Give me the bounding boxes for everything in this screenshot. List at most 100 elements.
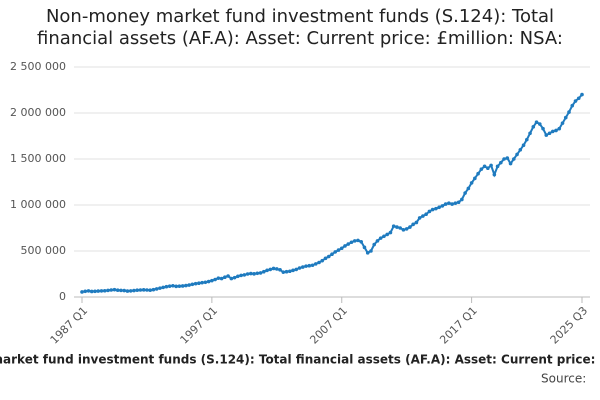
point — [456, 200, 461, 205]
point — [346, 242, 351, 246]
point — [330, 252, 334, 257]
point — [200, 280, 204, 285]
point — [297, 266, 302, 270]
point — [576, 96, 581, 101]
point — [557, 126, 562, 131]
point — [164, 284, 169, 289]
point — [83, 289, 88, 294]
point — [398, 226, 402, 230]
point — [518, 148, 523, 152]
point — [414, 220, 419, 225]
point — [252, 272, 256, 276]
point — [515, 152, 519, 157]
point — [417, 216, 422, 220]
point — [300, 265, 305, 269]
point — [463, 191, 467, 195]
point — [307, 263, 312, 268]
point — [281, 270, 286, 274]
point — [122, 288, 127, 293]
x-tick-label: 2007 Q1 — [307, 304, 350, 347]
point — [447, 201, 451, 205]
point — [375, 239, 380, 243]
point — [216, 276, 221, 280]
point — [382, 234, 386, 239]
point — [326, 254, 331, 259]
point — [190, 282, 195, 287]
point — [473, 176, 477, 181]
point — [495, 164, 500, 169]
point — [236, 274, 240, 279]
point — [349, 240, 354, 245]
point — [112, 287, 117, 292]
point — [554, 128, 558, 133]
point — [482, 164, 487, 169]
point — [203, 280, 208, 285]
point — [226, 274, 230, 278]
point — [232, 275, 237, 280]
point — [391, 224, 396, 228]
point — [180, 284, 185, 288]
point — [580, 92, 584, 97]
point — [174, 284, 178, 289]
point — [294, 267, 299, 272]
point — [343, 244, 347, 248]
point — [287, 269, 292, 274]
point — [476, 171, 480, 176]
point — [115, 288, 120, 292]
point — [378, 236, 383, 240]
point — [528, 131, 532, 136]
point — [573, 99, 578, 103]
point — [505, 156, 510, 160]
point — [404, 227, 409, 231]
point — [106, 288, 110, 293]
point — [206, 279, 211, 284]
point — [437, 205, 441, 210]
point — [388, 230, 393, 235]
point — [96, 289, 101, 293]
point — [262, 269, 266, 274]
point — [229, 276, 234, 281]
point — [278, 268, 282, 272]
point — [434, 206, 438, 211]
point — [531, 125, 536, 129]
point — [268, 267, 273, 272]
point — [93, 289, 97, 294]
point — [148, 288, 152, 292]
point — [80, 290, 84, 294]
point — [486, 166, 490, 170]
point — [479, 167, 484, 171]
point — [184, 283, 188, 288]
point — [395, 225, 399, 229]
point — [450, 202, 454, 206]
point — [132, 288, 136, 293]
point — [469, 181, 474, 185]
point — [177, 284, 182, 288]
y-tick-label: 1 000 000 — [10, 198, 66, 211]
line — [81, 93, 583, 293]
point — [239, 273, 243, 278]
point — [223, 275, 227, 280]
point — [365, 251, 370, 255]
point — [213, 277, 217, 282]
point — [499, 160, 503, 165]
point — [317, 260, 321, 265]
point — [521, 143, 526, 147]
point — [271, 266, 276, 271]
point — [119, 288, 123, 293]
point — [275, 267, 279, 271]
point — [385, 232, 389, 237]
point — [453, 201, 458, 205]
point — [210, 278, 214, 283]
x-tick-label: 2017 Q1 — [437, 304, 480, 347]
point — [352, 239, 357, 243]
point — [544, 133, 549, 137]
point — [333, 250, 338, 254]
source: Source: — [541, 372, 586, 386]
point — [411, 222, 415, 227]
point — [245, 272, 250, 276]
point — [508, 161, 513, 166]
point — [187, 283, 191, 287]
y-tick-label: 2 000 000 — [10, 106, 66, 119]
